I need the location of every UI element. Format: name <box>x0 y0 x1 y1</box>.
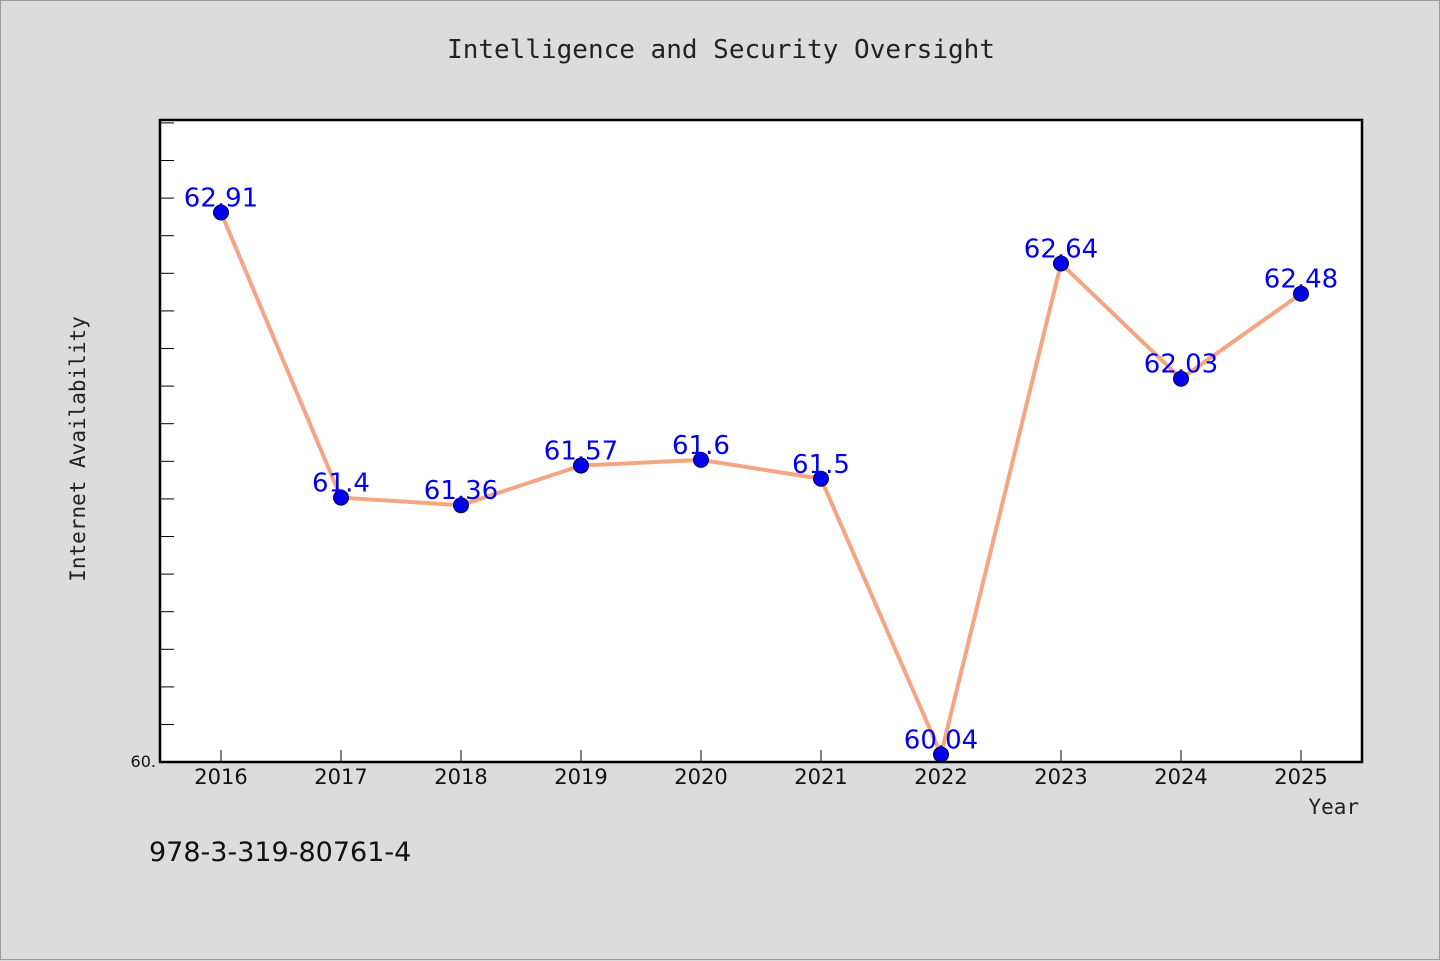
data-label: 61.6 <box>672 431 730 461</box>
x-axis-label: Year <box>1308 795 1359 819</box>
y-tick-label: 60. <box>131 752 156 771</box>
data-label: 60.04 <box>904 725 978 755</box>
x-tick-label: 2016 <box>194 765 247 789</box>
data-label: 62.91 <box>184 184 258 214</box>
x-tick-label: 2019 <box>554 765 607 789</box>
data-point <box>813 470 829 487</box>
data-point <box>573 457 589 474</box>
x-tick-label: 2021 <box>794 765 847 789</box>
data-point <box>453 497 469 514</box>
data-point <box>1293 285 1309 302</box>
data-label: 62.48 <box>1264 265 1338 295</box>
series-line <box>219 210 1303 757</box>
data-label: 61.36 <box>424 476 498 506</box>
data-label: 62.64 <box>1024 235 1098 265</box>
data-label: 61.57 <box>544 437 618 467</box>
isbn-text: 978-3-319-80761-4 <box>149 837 412 868</box>
data-point <box>1053 255 1069 272</box>
plot-border <box>158 118 1364 764</box>
x-tick-label: 2024 <box>1154 765 1207 789</box>
data-label: 61.5 <box>792 450 850 480</box>
data-point <box>333 489 349 506</box>
x-tick-label: 2025 <box>1274 765 1327 789</box>
chart-title: Intelligence and Security Oversight <box>447 35 995 65</box>
data-label: 62.03 <box>1144 350 1218 380</box>
data-point <box>1173 370 1189 387</box>
plot-background <box>160 120 1362 762</box>
x-tick-label: 2017 <box>314 765 367 789</box>
x-tick-label: 2018 <box>434 765 487 789</box>
data-point <box>213 204 229 221</box>
x-tick-label: 2020 <box>674 765 727 789</box>
x-tick-label: 2022 <box>914 765 967 789</box>
x-tick-label: 2023 <box>1034 765 1087 789</box>
data-point <box>693 451 709 468</box>
data-label: 61.4 <box>312 469 370 499</box>
